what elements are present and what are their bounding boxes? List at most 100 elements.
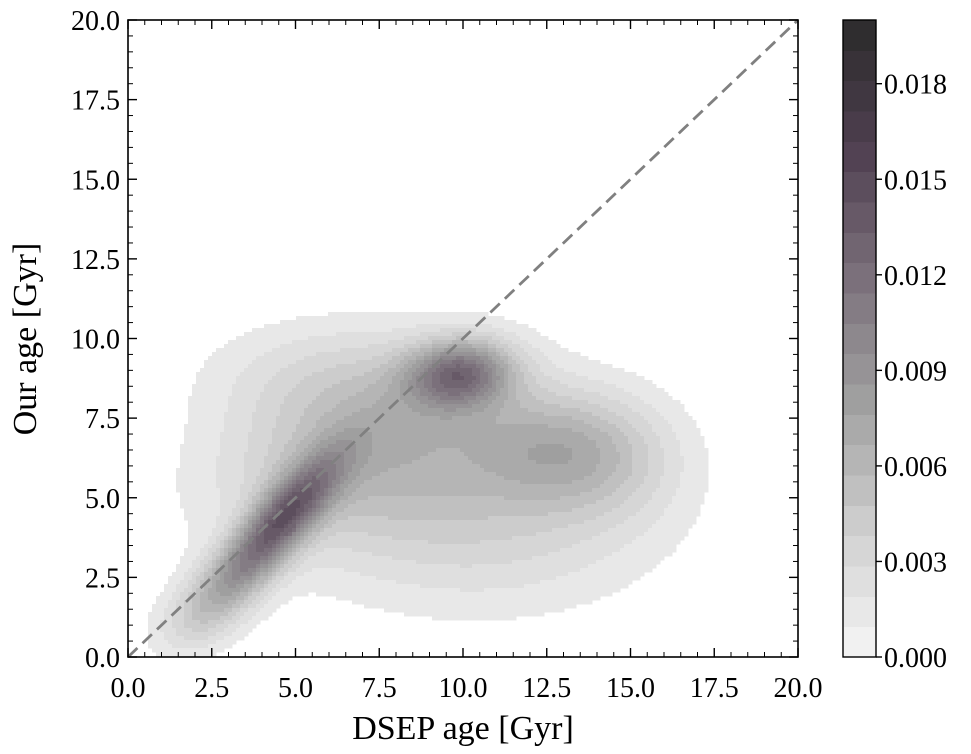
density-cell: [192, 560, 197, 573]
density-cell: [252, 520, 257, 525]
density-cell: [392, 312, 397, 329]
density-cell: [512, 344, 517, 353]
density-cell: [588, 492, 593, 505]
density-cell: [536, 556, 541, 585]
density-cell: [612, 400, 617, 413]
density-cell: [516, 344, 521, 357]
density-cell: [560, 348, 565, 369]
density-cell: [324, 500, 329, 509]
density-cell: [316, 372, 321, 397]
density-cell: [640, 400, 645, 417]
density-cell: [508, 540, 513, 565]
density-cell: [592, 520, 597, 537]
density-cell: [468, 396, 473, 401]
density-cell: [444, 364, 449, 369]
density-cell: [368, 576, 373, 609]
density-cell: [264, 564, 269, 569]
density-cell: [248, 608, 253, 621]
density-cell: [520, 340, 525, 349]
density-cell: [436, 564, 441, 589]
density-cell: [428, 496, 433, 521]
density-cell: [608, 400, 613, 413]
density-cell: [312, 516, 317, 521]
density-cell: [508, 564, 513, 589]
density-cell: [304, 516, 309, 521]
density-cell: [528, 412, 533, 425]
density-cell: [380, 312, 385, 333]
density-cell: [636, 412, 641, 433]
density-cell: [512, 516, 517, 537]
density-cell: [300, 380, 305, 417]
density-cell: [584, 504, 589, 521]
density-cell: [432, 340, 437, 345]
density-cell: [356, 500, 361, 517]
density-cell: [436, 348, 441, 353]
density-cell: [532, 412, 537, 425]
density-cell: [468, 340, 473, 345]
density-cell: [324, 412, 329, 429]
density-cell: [472, 324, 477, 329]
density-cell: [280, 556, 285, 561]
density-cell: [624, 500, 629, 521]
density-cell: [408, 560, 413, 585]
density-cell: [216, 568, 221, 581]
density-cell: [396, 468, 401, 497]
density-cell: [444, 588, 449, 621]
density-cell: [416, 388, 421, 401]
density-cell: [444, 400, 449, 405]
density-cell: [600, 380, 605, 397]
density-cell: [300, 452, 305, 461]
density-cell: [320, 352, 325, 373]
density-cell: [196, 576, 201, 589]
density-cell: [300, 316, 305, 341]
density-cell: [244, 512, 249, 517]
density-cell: [504, 344, 509, 353]
density-cell: [316, 524, 321, 533]
density-cell: [272, 376, 277, 429]
density-cell: [256, 524, 261, 529]
density-cell: [176, 600, 181, 637]
density-cell: [444, 412, 449, 421]
density-cell: [252, 572, 257, 577]
density-cell: [224, 584, 229, 597]
density-cell: [496, 540, 501, 565]
density-cell: [380, 580, 385, 609]
density-cell: [600, 432, 605, 485]
density-cell: [444, 388, 449, 393]
density-cell: [284, 556, 289, 561]
density-cell: [228, 596, 233, 601]
density-cell: [644, 404, 649, 421]
density-cell: [592, 488, 597, 505]
density-cell: [624, 420, 629, 437]
density-cell: [280, 344, 285, 369]
density-cell: [400, 340, 405, 349]
density-cell: [608, 528, 613, 557]
density-cell: [316, 552, 321, 569]
density-cell: [268, 592, 273, 601]
density-cell: [192, 384, 197, 561]
density-cell: [380, 396, 385, 473]
density-cell: [464, 496, 469, 521]
density-cell: [336, 492, 341, 501]
density-cell: [268, 572, 273, 577]
density-cell: [304, 520, 309, 525]
density-cell: [384, 372, 389, 393]
density-cell: [464, 364, 469, 369]
density-cell: [240, 372, 245, 485]
density-cell: [588, 424, 593, 441]
density-cell: [604, 408, 609, 421]
density-cell: [296, 524, 301, 529]
density-cell: [284, 576, 289, 589]
density-cell: [548, 552, 553, 581]
density-cell: [444, 564, 449, 589]
density-cell: [340, 484, 345, 497]
density-cell: [444, 324, 449, 329]
density-cell: [616, 428, 621, 453]
density-cell: [608, 476, 613, 497]
density-cell: [548, 464, 553, 485]
density-cell: [372, 556, 377, 577]
density-cell: [492, 344, 497, 349]
density-cell: [404, 404, 409, 465]
density-cell: [492, 328, 497, 333]
density-cell: [464, 520, 469, 545]
